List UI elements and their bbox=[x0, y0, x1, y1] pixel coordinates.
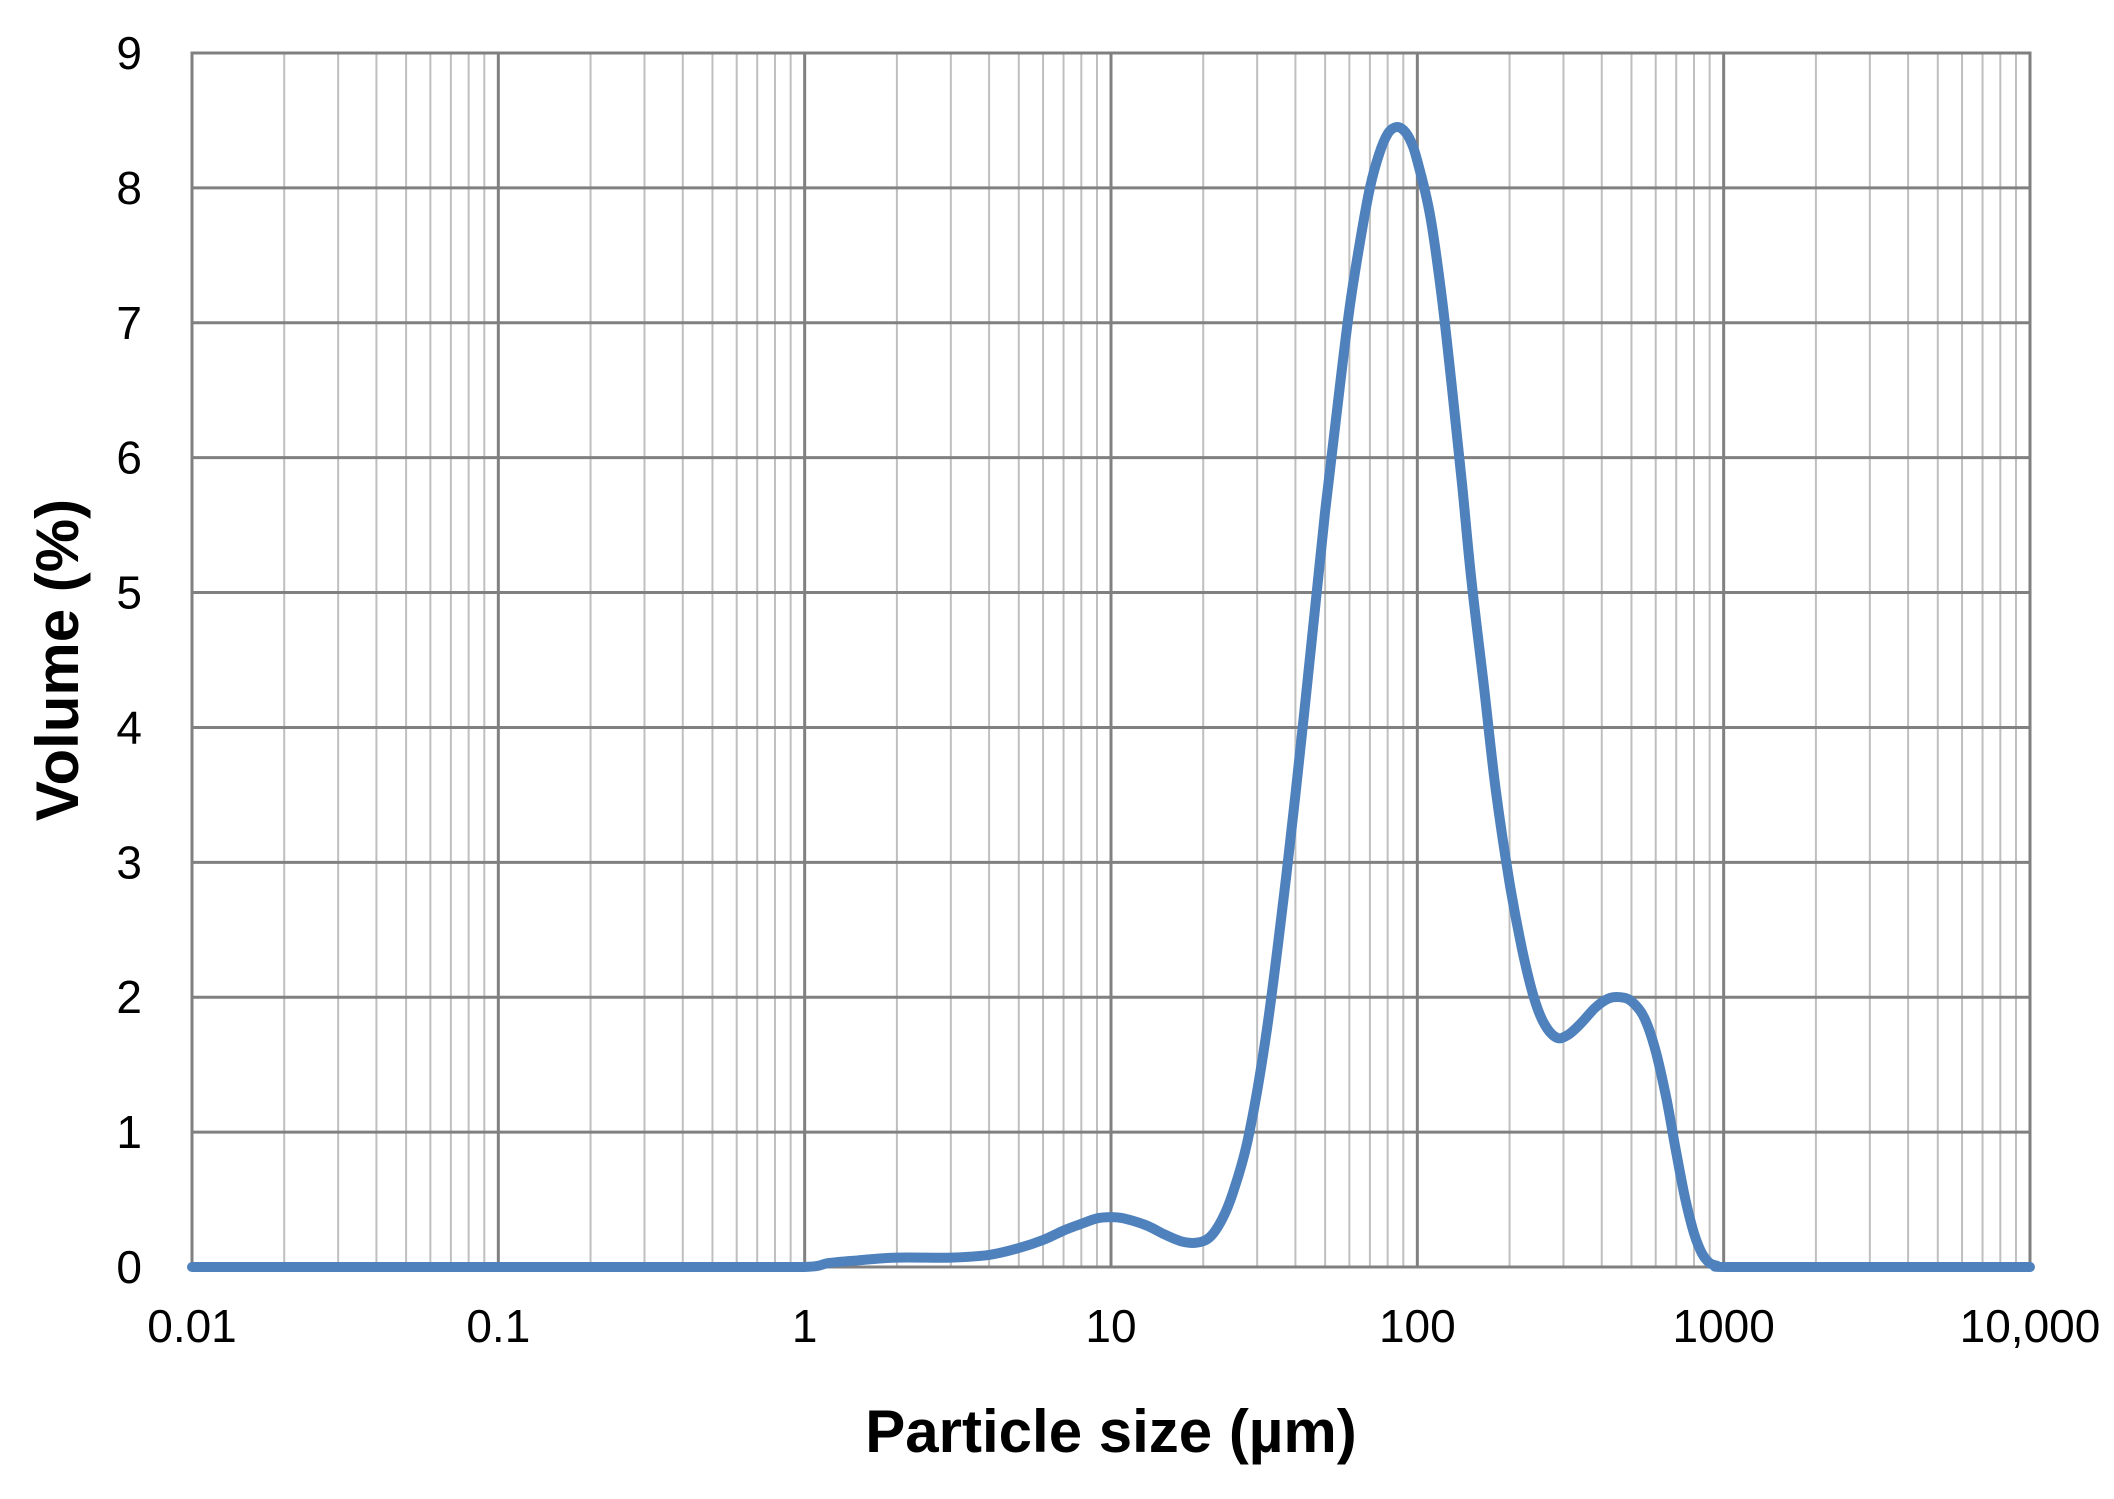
x-tick-label: 0.01 bbox=[147, 1300, 237, 1352]
y-tick-labels: 0 1 2 3 4 5 6 7 8 9 bbox=[116, 27, 142, 1293]
y-tick-label: 8 bbox=[116, 162, 142, 214]
y-tick-label: 1 bbox=[116, 1106, 142, 1158]
x-tick-label: 10,000 bbox=[1960, 1300, 2101, 1352]
y-tick-label: 4 bbox=[116, 701, 142, 753]
x-axis-title: Particle size (µm) bbox=[865, 1398, 1356, 1465]
y-axis-title: Volume (%) bbox=[24, 499, 91, 821]
x-tick-label: 10 bbox=[1085, 1300, 1136, 1352]
x-tick-label: 1000 bbox=[1672, 1300, 1774, 1352]
y-tick-label: 0 bbox=[116, 1241, 142, 1293]
y-tick-label: 3 bbox=[116, 836, 142, 888]
y-tick-label: 5 bbox=[116, 567, 142, 619]
minor-grid bbox=[283, 53, 2017, 1267]
y-tick-label: 2 bbox=[116, 971, 142, 1023]
series-line bbox=[187, 122, 2035, 1273]
y-tick-label: 7 bbox=[116, 297, 142, 349]
x-tick-label: 0.1 bbox=[466, 1300, 530, 1352]
x-tick-label: 1 bbox=[792, 1300, 818, 1352]
y-tick-label: 9 bbox=[116, 27, 142, 79]
x-tick-labels: 0.01 0.1 1 10 100 1000 10,000 bbox=[147, 1300, 2100, 1352]
y-tick-label: 6 bbox=[116, 432, 142, 484]
x-tick-label: 100 bbox=[1379, 1300, 1456, 1352]
plot-frame bbox=[190, 51, 2032, 1269]
